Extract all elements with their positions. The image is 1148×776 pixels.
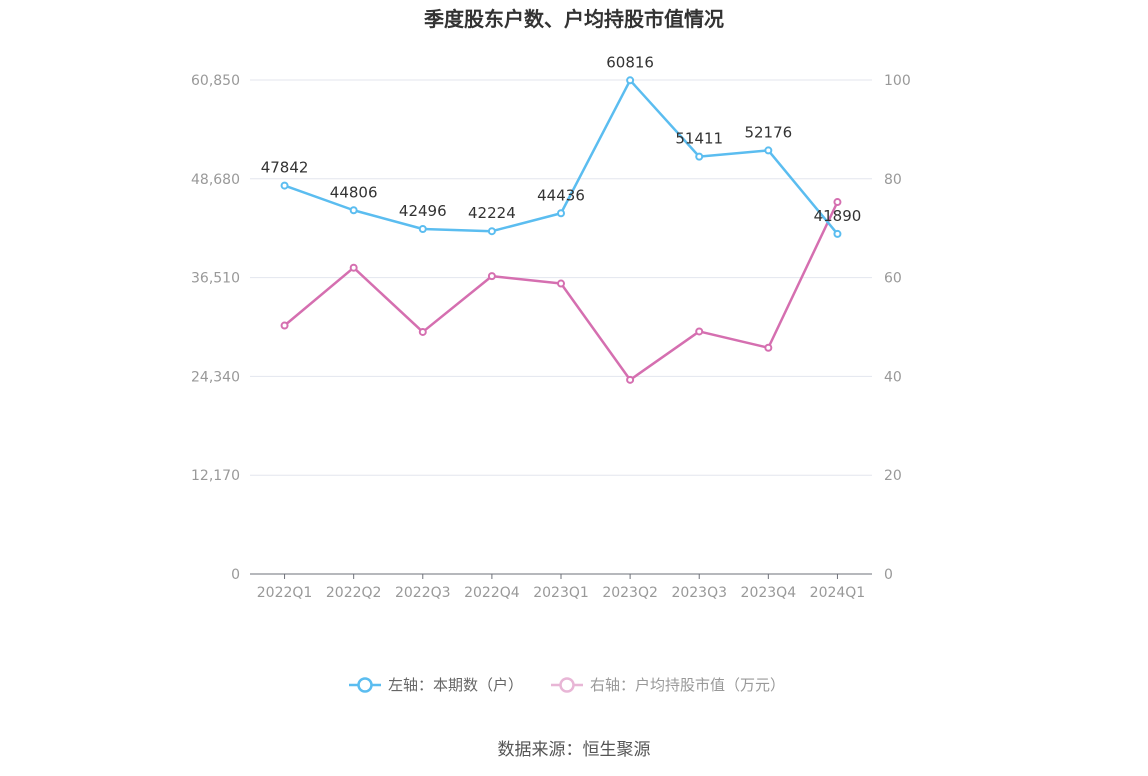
left-axis: 0 12,170 24,340 36,510 48,680 60,850 [191,73,240,583]
x-tick-label: 2023Q1 [533,585,589,601]
data-point [695,327,704,336]
right-tick-label: 20 [884,468,902,484]
data-point [280,321,289,330]
left-tick-label: 0 [231,567,240,583]
data-point [487,272,496,281]
legend-label: 右轴：户均持股市值（万元） [590,676,785,694]
data-label: 60816 [606,53,654,71]
legend-label: 左轴：本期数（户） [388,676,523,694]
legend-marker [559,677,575,693]
grid-lines [250,79,872,476]
data-point [833,229,842,238]
data-label: 42224 [468,204,516,222]
right-tick-label: 0 [884,567,893,583]
right-axis: 0 20 40 60 80 100 [884,73,911,583]
data-point [418,225,427,234]
x-tick-label: 2023Q3 [671,585,727,601]
left-tick-label: 24,340 [191,369,240,385]
left-tick-label: 12,170 [191,468,240,484]
x-tick-label: 2023Q2 [602,585,658,601]
data-point [557,209,565,218]
series-layer: 47842 44806 42496 42224 44436 60816 51411 52176… [261,53,862,384]
data-point [418,327,427,336]
series-1 [280,198,842,384]
right-tick-label: 40 [884,369,902,385]
data-point [695,152,704,161]
legend-marker [357,677,373,693]
legend-item-0[interactable]: 左轴：本期数（户） [349,676,523,694]
data-point [833,198,842,207]
data-label: 44436 [537,186,585,204]
legend-item-1[interactable]: 右轴：户均持股市值（万元） [551,676,785,694]
data-source: 数据来源：恒生聚源 [498,740,651,760]
right-tick-label: 80 [884,172,902,188]
data-point [764,343,773,352]
data-label: 52176 [744,123,792,141]
x-tick-label: 2023Q4 [741,585,797,601]
data-point [764,146,773,155]
data-point [280,181,289,190]
data-point [557,279,565,288]
x-tick-label: 2022Q4 [464,585,520,601]
x-tick-label: 2022Q3 [395,585,451,601]
legend[interactable]: 左轴：本期数（户） 右轴：户均持股市值（万元） [349,676,785,694]
series-line [283,201,839,382]
data-label: 47842 [261,159,309,177]
series-0: 47842 44806 42496 42224 44436 60816 51411 52176… [261,53,862,238]
x-axis: 2022Q1 2022Q2 2022Q3 2022Q4 2023Q1 2023Q2 2023… [250,573,872,601]
data-point [626,375,635,384]
data-point [349,263,358,272]
right-tick-label: 100 [884,73,911,89]
x-tick-label: 2024Q1 [810,585,866,601]
right-tick-label: 60 [884,271,902,287]
data-point [487,227,496,236]
data-label: 51411 [675,130,723,148]
data-label: 41890 [814,207,862,225]
left-tick-label: 48,680 [191,172,240,188]
chart-title: 季度股东户数、户均持股市值情况 [423,7,724,31]
data-label: 44806 [330,183,378,201]
x-tick-label: 2022Q1 [257,585,313,601]
x-tick-label: 2022Q2 [326,585,382,601]
left-tick-label: 36,510 [191,271,240,287]
data-label: 42496 [399,202,447,220]
data-point [626,76,635,85]
data-point [349,206,358,215]
left-tick-label: 60,850 [191,73,240,89]
